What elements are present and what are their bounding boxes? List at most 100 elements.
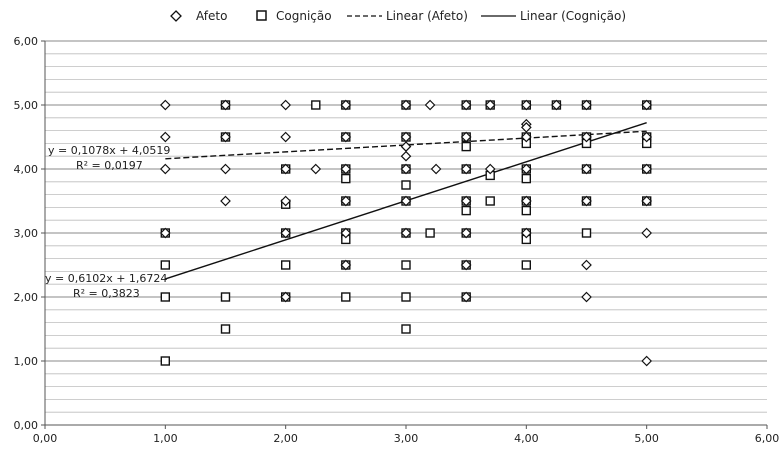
- point-afeto: [520, 99, 532, 111]
- point-afeto: [424, 99, 436, 111]
- point-afeto: [340, 163, 352, 175]
- point-afeto: [460, 227, 472, 239]
- point-afeto: [484, 163, 496, 175]
- x-tick-label: 0,00: [33, 432, 58, 445]
- point-afeto: [280, 163, 292, 175]
- y-tick-label: 3,00: [14, 227, 39, 240]
- point-cognicao: [461, 141, 471, 152]
- point-afeto: [520, 131, 532, 143]
- point-afeto: [641, 163, 653, 175]
- point-cognicao: [160, 356, 171, 366]
- legend-marker-diamond: [170, 10, 182, 22]
- point-cognicao: [401, 260, 411, 270]
- point-afeto: [460, 259, 472, 271]
- point-afeto: [340, 131, 352, 143]
- point-afeto: [641, 227, 653, 239]
- point-afeto: [641, 195, 653, 207]
- point-afeto: [280, 291, 292, 303]
- x-tick-label: 3,00: [394, 432, 419, 445]
- axes: 0,00 1,00 2,00 3,00 4,00 5,00 6,00 0,00 1,00 2,00…: [14, 35, 779, 445]
- point-cognicao: [521, 205, 531, 216]
- point-cognicao: [281, 260, 291, 270]
- trendline-afeto: [165, 130, 647, 160]
- point-cognicao: [521, 260, 531, 270]
- point-afeto: [280, 195, 292, 207]
- y-tick-label: 6,00: [14, 35, 39, 48]
- point-afeto: [159, 163, 171, 175]
- y-tick-label: 0,00: [14, 419, 39, 432]
- point-cognicao: [160, 292, 171, 302]
- point-afeto: [520, 195, 532, 207]
- point-afeto: [520, 227, 532, 239]
- point-afeto: [400, 150, 412, 162]
- point-cognicao: [160, 260, 171, 270]
- trend-equation-cognicao: y = 0,6102x + 1,6724: [45, 272, 167, 285]
- point-afeto: [400, 227, 412, 239]
- y-tick-label: 2,00: [14, 291, 39, 304]
- point-afeto: [280, 131, 292, 143]
- point-afeto: [460, 291, 472, 303]
- point-afeto: [220, 99, 231, 111]
- point-afeto: [159, 227, 171, 239]
- trendline-annotations: y = 0,1078x + 4,0519 R² = 0,0197 y = 0,6…: [45, 144, 170, 300]
- legend-label-afeto: Afeto: [196, 9, 227, 23]
- point-afeto: [460, 131, 472, 143]
- grid: [45, 40, 767, 413]
- trend-r2-afeto: R² = 0,0197: [76, 159, 143, 172]
- x-tick-label: 6,00: [755, 432, 779, 445]
- point-afeto: [220, 131, 231, 143]
- point-cognicao: [485, 196, 495, 206]
- point-afeto: [460, 99, 472, 111]
- point-cognicao: [311, 100, 321, 110]
- trend-r2-cognicao: R² = 0,3823: [73, 287, 140, 300]
- point-cognicao: [425, 228, 435, 238]
- y-tick-label: 5,00: [14, 99, 39, 112]
- point-cognicao: [521, 173, 531, 184]
- point-cognicao: [401, 180, 411, 190]
- point-afeto: [280, 99, 292, 111]
- point-cognicao: [341, 292, 351, 302]
- point-afeto: [581, 195, 592, 207]
- x-tick-label: 5,00: [634, 432, 659, 445]
- point-afeto: [581, 291, 592, 303]
- point-afeto: [220, 195, 231, 207]
- x-tick-label: 4,00: [514, 432, 539, 445]
- point-afeto: [340, 227, 352, 239]
- point-afeto: [400, 99, 412, 111]
- point-afeto: [400, 163, 412, 175]
- point-afeto: [340, 195, 352, 207]
- point-afeto: [581, 99, 592, 111]
- point-afeto: [581, 131, 592, 143]
- point-afeto: [280, 227, 292, 239]
- point-afeto: [581, 163, 592, 175]
- point-afeto: [581, 259, 592, 271]
- point-afeto: [340, 259, 352, 271]
- point-afeto: [460, 195, 472, 207]
- x-tick-label: 1,00: [153, 432, 178, 445]
- legend-label-linear-cognicao: Linear (Cognição): [520, 9, 626, 23]
- point-afeto: [484, 99, 496, 111]
- legend: Afeto Cognição Linear (Afeto) Linear (Co…: [170, 9, 626, 23]
- point-afeto: [340, 99, 352, 111]
- point-afeto: [641, 99, 653, 111]
- point-cognicao: [581, 228, 592, 238]
- point-afeto: [520, 163, 532, 175]
- point-cognicao: [401, 292, 411, 302]
- point-cognicao: [220, 292, 231, 302]
- x-tick-label: 2,00: [273, 432, 298, 445]
- y-tick-label: 1,00: [14, 355, 39, 368]
- point-cognicao: [220, 324, 231, 334]
- point-afeto: [641, 131, 653, 143]
- y-tick-label: 4,00: [14, 163, 39, 176]
- point-afeto: [641, 355, 653, 367]
- point-afeto: [460, 163, 472, 175]
- point-afeto: [400, 195, 412, 207]
- trend-equation-afeto: y = 0,1078x + 4,0519: [48, 144, 170, 157]
- data-points: [159, 99, 653, 367]
- legend-label-cognicao: Cognição: [276, 9, 332, 23]
- point-cognicao: [401, 324, 411, 334]
- point-cognicao: [461, 205, 471, 216]
- point-cognicao: [341, 173, 351, 184]
- point-afeto: [551, 99, 562, 111]
